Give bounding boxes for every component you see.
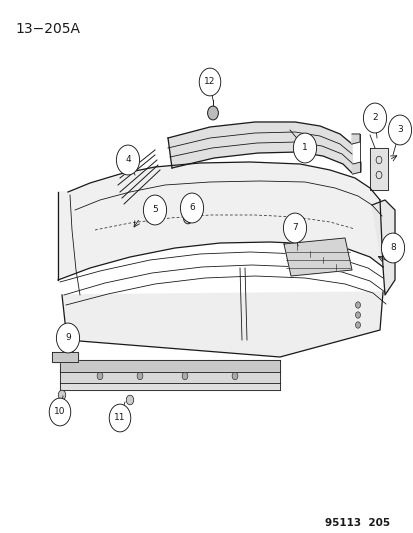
Circle shape: [180, 193, 203, 223]
Text: 5: 5: [152, 206, 157, 214]
Text: 3: 3: [396, 125, 402, 134]
Circle shape: [58, 390, 66, 400]
Circle shape: [143, 195, 166, 225]
Circle shape: [137, 372, 142, 379]
Circle shape: [56, 323, 79, 353]
Circle shape: [355, 302, 360, 308]
Circle shape: [363, 103, 386, 133]
Polygon shape: [369, 148, 387, 190]
Polygon shape: [351, 134, 359, 144]
Circle shape: [293, 133, 316, 163]
Polygon shape: [283, 238, 351, 276]
Circle shape: [207, 106, 218, 120]
Text: 7: 7: [292, 223, 297, 232]
Text: 8: 8: [389, 244, 395, 253]
Text: 2: 2: [371, 114, 377, 123]
Circle shape: [232, 372, 237, 379]
Polygon shape: [371, 200, 394, 295]
Polygon shape: [58, 162, 382, 280]
Polygon shape: [52, 352, 78, 362]
Circle shape: [199, 68, 220, 96]
Text: 95113  205: 95113 205: [324, 518, 389, 528]
Circle shape: [116, 145, 139, 175]
Text: 12: 12: [204, 77, 215, 86]
Circle shape: [283, 213, 306, 243]
Circle shape: [380, 233, 404, 263]
Text: 10: 10: [54, 408, 66, 416]
Circle shape: [387, 115, 411, 145]
Text: 4: 4: [125, 156, 131, 165]
Circle shape: [49, 398, 71, 426]
Text: 9: 9: [65, 334, 71, 343]
Circle shape: [126, 395, 133, 405]
Polygon shape: [62, 292, 382, 357]
Polygon shape: [352, 162, 360, 174]
Text: 13−205A: 13−205A: [15, 22, 80, 36]
Circle shape: [183, 212, 192, 224]
Circle shape: [355, 322, 360, 328]
Polygon shape: [168, 122, 352, 174]
Text: 1: 1: [301, 143, 307, 152]
Text: 11: 11: [114, 414, 126, 423]
Circle shape: [109, 404, 131, 432]
Circle shape: [182, 372, 188, 379]
Circle shape: [355, 312, 360, 318]
Text: 6: 6: [189, 204, 195, 213]
Circle shape: [97, 372, 103, 379]
